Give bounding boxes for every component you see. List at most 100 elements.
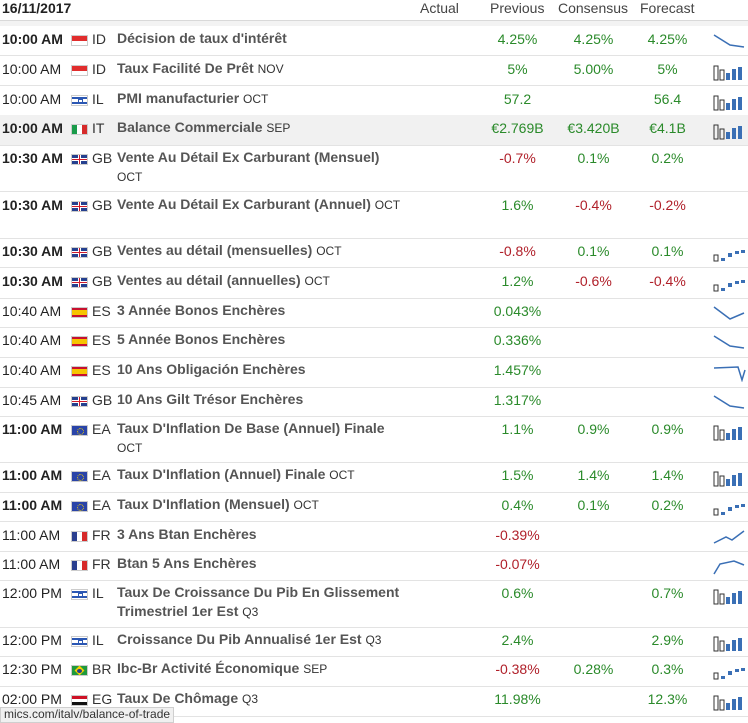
event-row[interactable]: 10:00 AM IT Balance Commerciale SEP €2.7… [0,115,748,146]
event-time: 02:00 PM [2,691,62,707]
event-name[interactable]: 10 Ans Obligación Enchères [117,360,407,380]
event-row[interactable]: 10:30 AM GB Vente Au Détail Ex Carburant… [0,192,748,239]
event-row[interactable]: 11:00 AM EA Taux D'Inflation (Mensuel) O… [0,492,748,522]
sparkline-chart-icon[interactable] [712,527,746,547]
event-row[interactable]: 12:00 PM IL Taux De Croissance Du Pib En… [0,580,748,628]
event-row[interactable]: 10:00 AM ID Taux Facilité De Prêt NOV 5%… [0,56,748,86]
event-time: 10:00 AM [2,61,62,77]
previous-value: 0.336% [493,332,542,348]
sparkline-chart-icon[interactable] [712,392,746,412]
event-name[interactable]: 3 Ans Btan Enchères [117,525,407,545]
event-name[interactable]: Décision de taux d'intérêt [117,29,407,49]
country-flag-icon [71,307,88,318]
sparkline-chart-icon[interactable] [712,61,746,81]
event-name[interactable]: Taux De Croissance Du Pib En Glissement … [117,583,407,622]
previous-value: -0.39% [495,527,540,543]
sparkline-chart-icon[interactable] [712,421,746,441]
event-title: 3 Ans Btan Enchères [117,526,257,542]
forecast-value: 5% [657,61,678,77]
country-flag-icon [71,336,88,347]
forecast-value: -0.4% [649,273,686,289]
event-time: 11:00 AM [2,556,61,572]
previous-value: 11.98% [494,691,541,707]
event-row[interactable]: 10:00 AM ID Décision de taux d'intérêt 4… [0,26,748,56]
consensus-value: -0.6% [575,273,612,289]
country-code: FR [92,556,111,572]
country-code: IL [92,632,104,648]
event-name[interactable]: PMI manufacturier OCT [117,89,407,109]
event-row[interactable]: 11:00 AM FR Btan 5 Ans Enchères -0.07% [0,551,748,581]
previous-value: 1.2% [501,273,534,289]
event-name[interactable]: Balance Commerciale SEP [117,118,407,138]
sparkline-chart-icon[interactable] [712,303,746,323]
sparkline-chart-icon[interactable] [712,691,746,711]
event-row[interactable]: 10:30 AM GB Ventes au détail (mensuelles… [0,238,748,268]
sparkline-chart-icon[interactable] [712,632,746,652]
event-name[interactable]: Ibc-Br Activité Économique SEP [117,659,407,679]
country-flag-icon [71,531,88,542]
event-name[interactable]: Ventes au détail (mensuelles) OCT [117,241,407,261]
sparkline-chart-icon[interactable] [712,150,746,170]
event-name[interactable]: Vente Au Détail Ex Carburant (Mensuel) O… [117,148,407,187]
sparkline-chart-icon[interactable] [712,197,746,217]
consensus-value: 0.1% [577,150,610,166]
previous-value: -0.8% [499,243,536,259]
event-name[interactable]: 5 Année Bonos Enchères [117,330,407,350]
forecast-value: 12.3% [647,691,688,707]
country-code: GB [92,150,113,166]
event-name[interactable]: Taux D'Inflation De Base (Annuel) Finale… [117,419,407,458]
event-row[interactable]: 10:45 AM GB 10 Ans Gilt Trésor Enchères … [0,387,748,417]
event-title: Vente Au Détail Ex Carburant (Annuel) [117,196,371,212]
event-title: Ibc-Br Activité Économique [117,660,300,676]
event-row[interactable]: 11:00 AM EA Taux D'Inflation De Base (An… [0,416,748,463]
sparkline-chart-icon[interactable] [712,497,746,517]
sparkline-chart-icon[interactable] [712,362,746,383]
event-name[interactable]: Taux D'Inflation (Annuel) Finale OCT [117,465,407,485]
event-row[interactable]: 10:40 AM ES 3 Année Bonos Enchères 0.043… [0,298,748,328]
event-row[interactable]: 10:00 AM IL PMI manufacturier OCT 57.2 5… [0,86,748,116]
sparkline-chart-icon[interactable] [712,91,746,111]
event-title: Ventes au détail (mensuelles) [117,242,313,258]
country-flag-icon [71,695,88,706]
event-name[interactable]: Croissance Du Pib Annualisé 1er Est Q3 [117,630,407,650]
event-row[interactable]: 10:40 AM ES 10 Ans Obligación Enchères 1… [0,357,748,388]
event-name[interactable]: Btan 5 Ans Enchères [117,554,407,574]
event-reference: OCT [243,92,269,106]
country-flag-icon [71,247,88,258]
country-code: EA [92,497,111,513]
event-name[interactable]: Taux De Chômage Q3 [117,689,407,709]
event-time: 10:30 AM [2,150,63,166]
event-name[interactable]: 10 Ans Gilt Trésor Enchères [117,390,407,410]
event-row[interactable]: 11:00 AM FR 3 Ans Btan Enchères -0.39% [0,522,748,552]
event-name[interactable]: Taux D'Inflation (Mensuel) OCT [117,495,407,515]
previous-value: €2.769B [491,120,544,136]
event-name[interactable]: Taux Facilité De Prêt NOV [117,59,407,79]
event-row[interactable]: 12:00 PM IL Croissance Du Pib Annualisé … [0,627,748,657]
sparkline-chart-icon[interactable] [712,585,746,605]
event-row[interactable]: 11:00 AM EA Taux D'Inflation (Annuel) Fi… [0,462,748,493]
sparkline-chart-icon[interactable] [712,31,746,51]
event-row[interactable]: 10:40 AM ES 5 Année Bonos Enchères 0.336… [0,327,748,358]
previous-value: 1.457% [493,362,542,378]
sparkline-chart-icon[interactable] [712,273,746,293]
country-code: EA [92,421,111,437]
sparkline-chart-icon[interactable] [712,556,746,576]
event-row[interactable]: 10:30 AM GB Vente Au Détail Ex Carburant… [0,145,748,192]
sparkline-chart-icon[interactable] [712,467,746,487]
country-code: EA [92,467,111,483]
event-name[interactable]: Vente Au Détail Ex Carburant (Annuel) OC… [117,195,407,215]
previous-value: 4.25% [497,31,538,47]
event-row[interactable]: 10:30 AM GB Ventes au détail (annuelles)… [0,268,748,299]
forecast-value: 56.4 [653,91,682,107]
event-row[interactable]: 12:30 PM BR Ibc-Br Activité Économique S… [0,656,748,687]
sparkline-chart-icon[interactable] [712,332,746,352]
sparkline-chart-icon[interactable] [712,120,746,140]
event-name[interactable]: 3 Année Bonos Enchères [117,301,407,321]
event-reference: OCT [329,468,355,482]
sparkline-chart-icon[interactable] [712,661,746,681]
status-bar-url: mics.com/italv/balance-of-trade [0,707,175,723]
sparkline-chart-icon[interactable] [712,243,746,263]
country-code: GB [92,197,113,213]
event-name[interactable]: Ventes au détail (annuelles) OCT [117,271,407,291]
event-row[interactable]: 02:00 PM EG Taux De Chômage Q3 11.98% 12… [0,686,748,717]
